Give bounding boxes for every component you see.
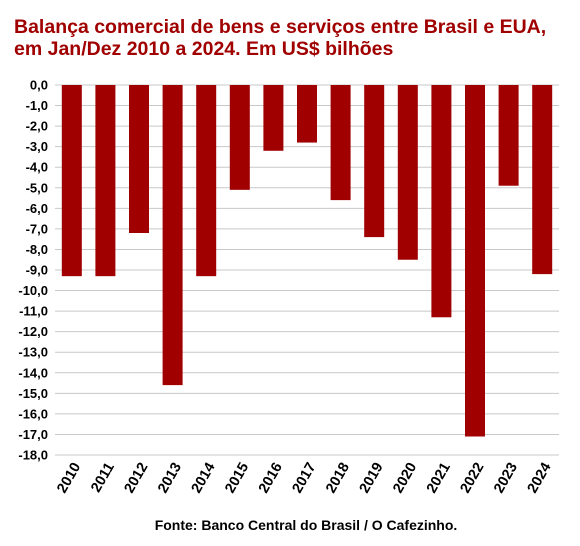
y-tick-label: -17,0 (18, 427, 48, 442)
bar-2016 (263, 85, 284, 151)
y-tick-label: -5,0 (26, 180, 48, 195)
bar-2010 (61, 85, 82, 277)
bar-2013 (162, 85, 183, 386)
x-axis-tick-labels: 2010 2011 2012 2013 2014 2015 2016 2017 2018 2019… (54, 460, 554, 496)
y-tick-label: -11,0 (19, 304, 48, 319)
bar-2015 (229, 85, 250, 190)
bar-2021 (431, 85, 452, 318)
x-tick-label-2019: 2019 (357, 460, 387, 496)
bar-2022 (465, 85, 485, 437)
x-tick-label-2012: 2012 (121, 460, 151, 496)
bar-2011 (95, 85, 116, 277)
y-tick-label: -9,0 (26, 263, 48, 278)
y-tick-label: -7,0 (26, 221, 48, 236)
bar-2019 (364, 85, 385, 238)
bar-2012 (129, 85, 149, 233)
y-tick-label: -4,0 (26, 160, 48, 175)
x-tick-label-2010: 2010 (54, 460, 84, 496)
bar-2018 (330, 85, 351, 201)
x-tick-label-2017: 2017 (289, 460, 319, 496)
x-tick-label-2011: 2011 (88, 460, 118, 495)
bars (61, 85, 553, 437)
bar-2017 (297, 85, 317, 143)
y-tick-label: -15,0 (18, 386, 48, 401)
x-tick-label-2018: 2018 (323, 460, 353, 496)
x-tick-label-2022: 2022 (457, 460, 487, 496)
bar-2024 (532, 85, 553, 275)
x-tick-label-2023: 2023 (491, 460, 521, 496)
y-tick-label: -8,0 (26, 242, 48, 257)
y-tick-label: -14,0 (18, 365, 48, 380)
y-tick-label: -6,0 (26, 201, 48, 216)
y-tick-label: -2,0 (26, 119, 48, 134)
x-tick-label-2021: 2021 (424, 460, 454, 496)
y-tick-label: -3,0 (26, 139, 48, 154)
y-tick-label: -18,0 (18, 448, 48, 463)
x-tick-label-2013: 2013 (155, 460, 185, 496)
y-tick-label: 0,0 (30, 78, 48, 93)
y-axis-tick-labels: 0,0 -1,0 -2,0 -3,0 -4,0 -5,0 -6,0 -7,0 -8,0 -9,0 -… (18, 78, 48, 463)
x-tick-label-2015: 2015 (222, 460, 252, 496)
source-note: Fonte: Banco Central do Brasil / O Cafez… (154, 517, 458, 533)
chart-title: Balança comercial de bens e serviços ent… (14, 16, 547, 60)
bar-2020 (397, 85, 418, 260)
bar-2023 (498, 85, 519, 186)
y-tick-label: -13,0 (18, 345, 48, 360)
y-tick-label: -16,0 (18, 406, 48, 421)
x-tick-label-2014: 2014 (189, 460, 219, 496)
x-tick-label-2016: 2016 (256, 460, 286, 496)
y-tick-label: -1,0 (26, 98, 48, 113)
y-tick-label: -12,0 (18, 324, 48, 339)
x-tick-label-2024: 2024 (525, 460, 555, 496)
y-tick-label: -10,0 (18, 283, 48, 298)
bar-2014 (196, 85, 217, 277)
x-tick-label-2020: 2020 (390, 460, 420, 496)
